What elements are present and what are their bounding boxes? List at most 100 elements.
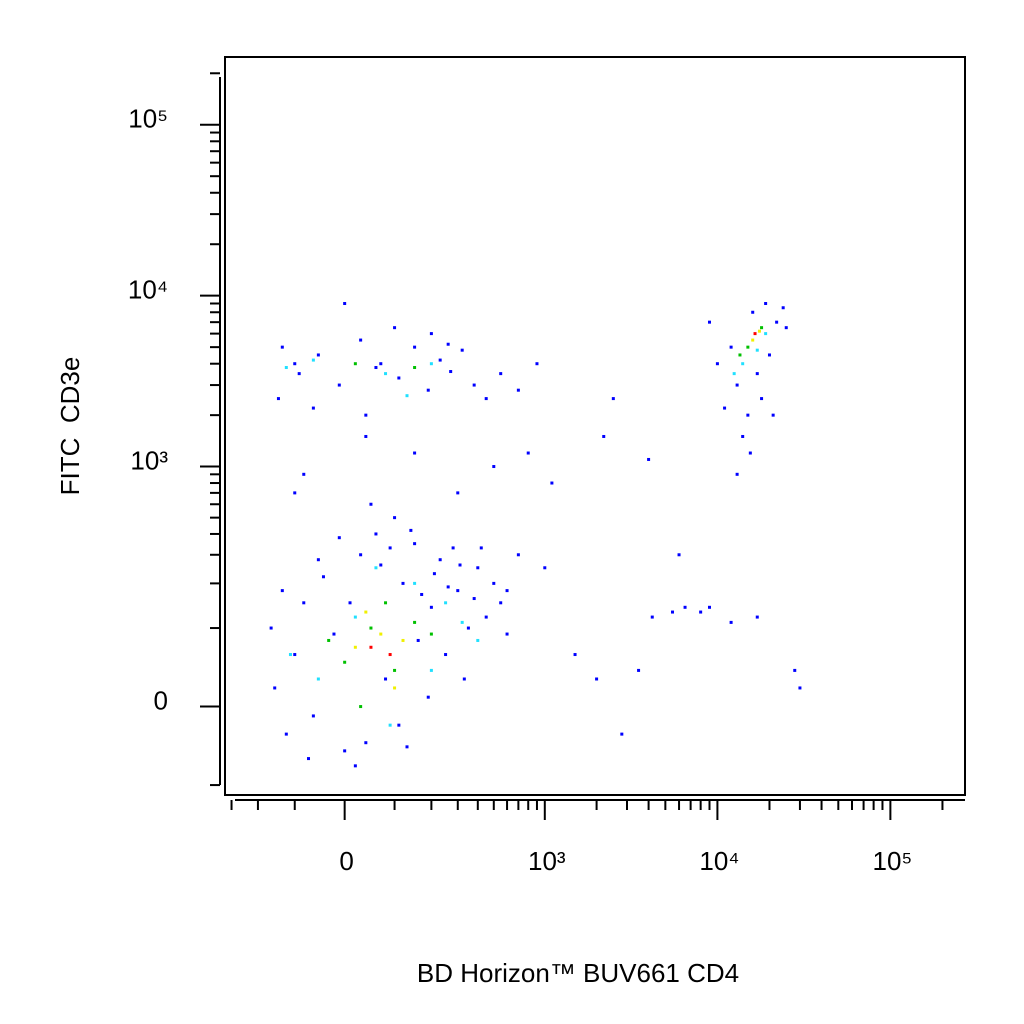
event-dot [359, 705, 363, 709]
event-dot [359, 553, 363, 557]
event-dot [393, 326, 397, 330]
event-dot [426, 388, 430, 392]
event-dot [397, 723, 401, 727]
x-tick-label: 10³ [528, 846, 566, 876]
event-dot [332, 632, 336, 636]
event-dot [446, 585, 450, 589]
event-dot [276, 397, 280, 401]
event-dot [456, 589, 460, 593]
event-dot [353, 362, 357, 366]
event-dot [479, 546, 483, 550]
event-dot [505, 589, 509, 593]
event-dot [460, 348, 464, 352]
x-tick-label: 10⁵ [873, 846, 913, 876]
event-dot [741, 362, 745, 366]
event-dot [755, 372, 759, 376]
event-dot [353, 764, 357, 768]
event-dot [280, 345, 284, 349]
event-dot [388, 723, 392, 727]
event-dot [413, 542, 417, 546]
event-dot [671, 610, 675, 614]
event-dot [767, 353, 771, 357]
event-dot [444, 653, 448, 657]
event-dot [343, 302, 347, 306]
event-dot [353, 645, 357, 649]
event-dot [732, 372, 736, 376]
event-dot [429, 362, 433, 366]
event-dot [316, 353, 320, 357]
event-dot [429, 605, 433, 609]
event-dot [311, 358, 315, 362]
event-dot [449, 370, 453, 374]
event-dot [484, 397, 488, 401]
event-dot [550, 481, 554, 485]
event-dot [748, 451, 752, 455]
event-dot [476, 566, 480, 570]
event-dot [293, 362, 297, 366]
event-dot [401, 581, 405, 585]
event-dot [429, 668, 433, 672]
event-dot [472, 597, 476, 601]
event-dot [432, 572, 436, 576]
event-dot [379, 563, 383, 567]
event-dot [757, 329, 761, 333]
event-dot [699, 610, 703, 614]
event-dot [446, 342, 450, 346]
event-dot [374, 366, 378, 370]
event-dot [413, 581, 417, 585]
event-dot [364, 413, 368, 417]
event-dot [413, 620, 417, 624]
event-dot [384, 677, 388, 681]
event-dot [707, 605, 711, 609]
event-dot [311, 714, 315, 718]
event-dot [746, 413, 750, 417]
event-dot [269, 626, 273, 630]
event-dot [620, 732, 624, 736]
event-dot [420, 592, 424, 596]
y-tick-label: 10³ [130, 445, 168, 475]
event-dot [723, 406, 727, 410]
plot-frame [224, 56, 966, 796]
event-dot [764, 302, 768, 306]
event-dot [460, 620, 464, 624]
event-dot [288, 653, 292, 657]
event-dot [784, 326, 788, 330]
event-dot [364, 741, 368, 745]
event-dot [611, 397, 615, 401]
event-dot [764, 332, 768, 336]
event-dot [462, 677, 466, 681]
event-dot [492, 581, 496, 585]
event-dot [492, 465, 496, 469]
y-tick-label: 0 [154, 685, 168, 715]
event-dot [364, 610, 368, 614]
event-dot [369, 502, 373, 506]
event-dot [388, 653, 392, 657]
y-axis-label: FITC CD3e [55, 357, 85, 496]
event-dot [771, 413, 775, 417]
event-dot [397, 376, 401, 380]
event-dot [384, 372, 388, 376]
event-dot [650, 615, 654, 619]
event-dot [751, 338, 755, 342]
event-dot [413, 366, 417, 370]
event-dot [364, 434, 368, 438]
event-dot [426, 695, 430, 699]
event-dot [374, 566, 378, 570]
event-dot [484, 615, 488, 619]
event-dot [535, 362, 539, 366]
event-dot [793, 668, 797, 672]
event-dot [526, 451, 530, 455]
event-dot [499, 601, 503, 605]
event-dot [405, 394, 409, 398]
event-dot [746, 345, 750, 349]
event-dot [293, 491, 297, 495]
event-dot [273, 686, 277, 690]
event-dot [741, 434, 745, 438]
event-dot [602, 434, 606, 438]
event-dot [647, 457, 651, 461]
event-dot [416, 638, 420, 642]
event-dot [543, 566, 547, 570]
event-dot [297, 372, 301, 376]
event-dot [753, 332, 757, 336]
event-dot [327, 638, 331, 642]
